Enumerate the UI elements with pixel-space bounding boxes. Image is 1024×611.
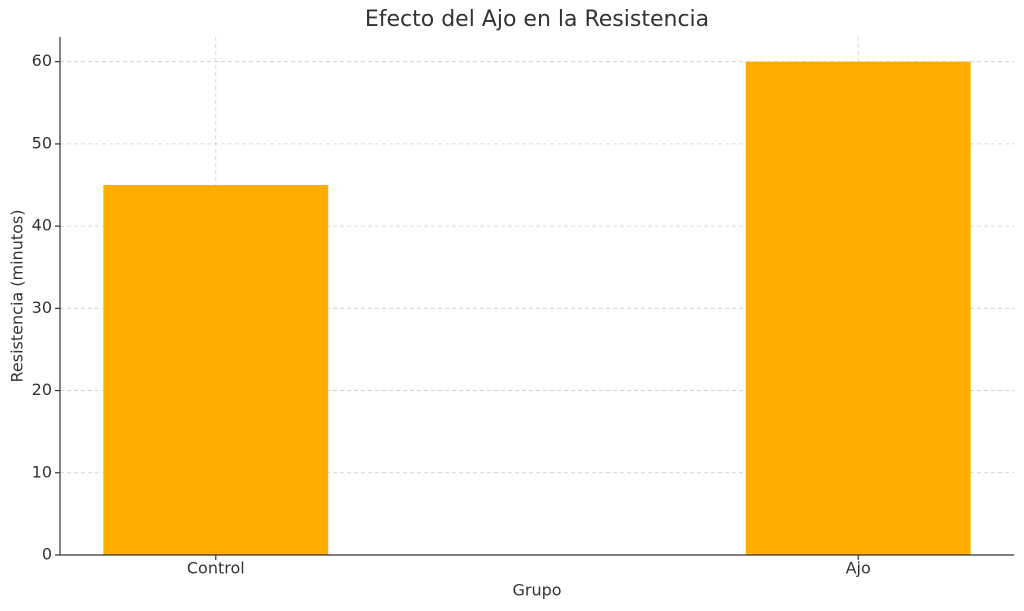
y-axis-label: Resistencia (minutos) (8, 210, 27, 383)
x-tick-label: Ajo (846, 559, 871, 578)
y-tick-label: 10 (32, 462, 52, 481)
x-tick-label: Control (187, 559, 245, 578)
bar (103, 185, 329, 555)
y-tick-label: 40 (32, 216, 52, 235)
y-tick-label: 60 (32, 51, 52, 70)
chart-title: Efecto del Ajo en la Resistencia (365, 7, 709, 32)
y-tick-label: 50 (32, 133, 52, 152)
x-axis-label: Grupo (512, 581, 561, 600)
y-tick-label: 0 (42, 545, 52, 564)
y-tick-label: 20 (32, 380, 52, 399)
y-tick-label: 30 (32, 298, 52, 317)
bar (745, 61, 971, 556)
